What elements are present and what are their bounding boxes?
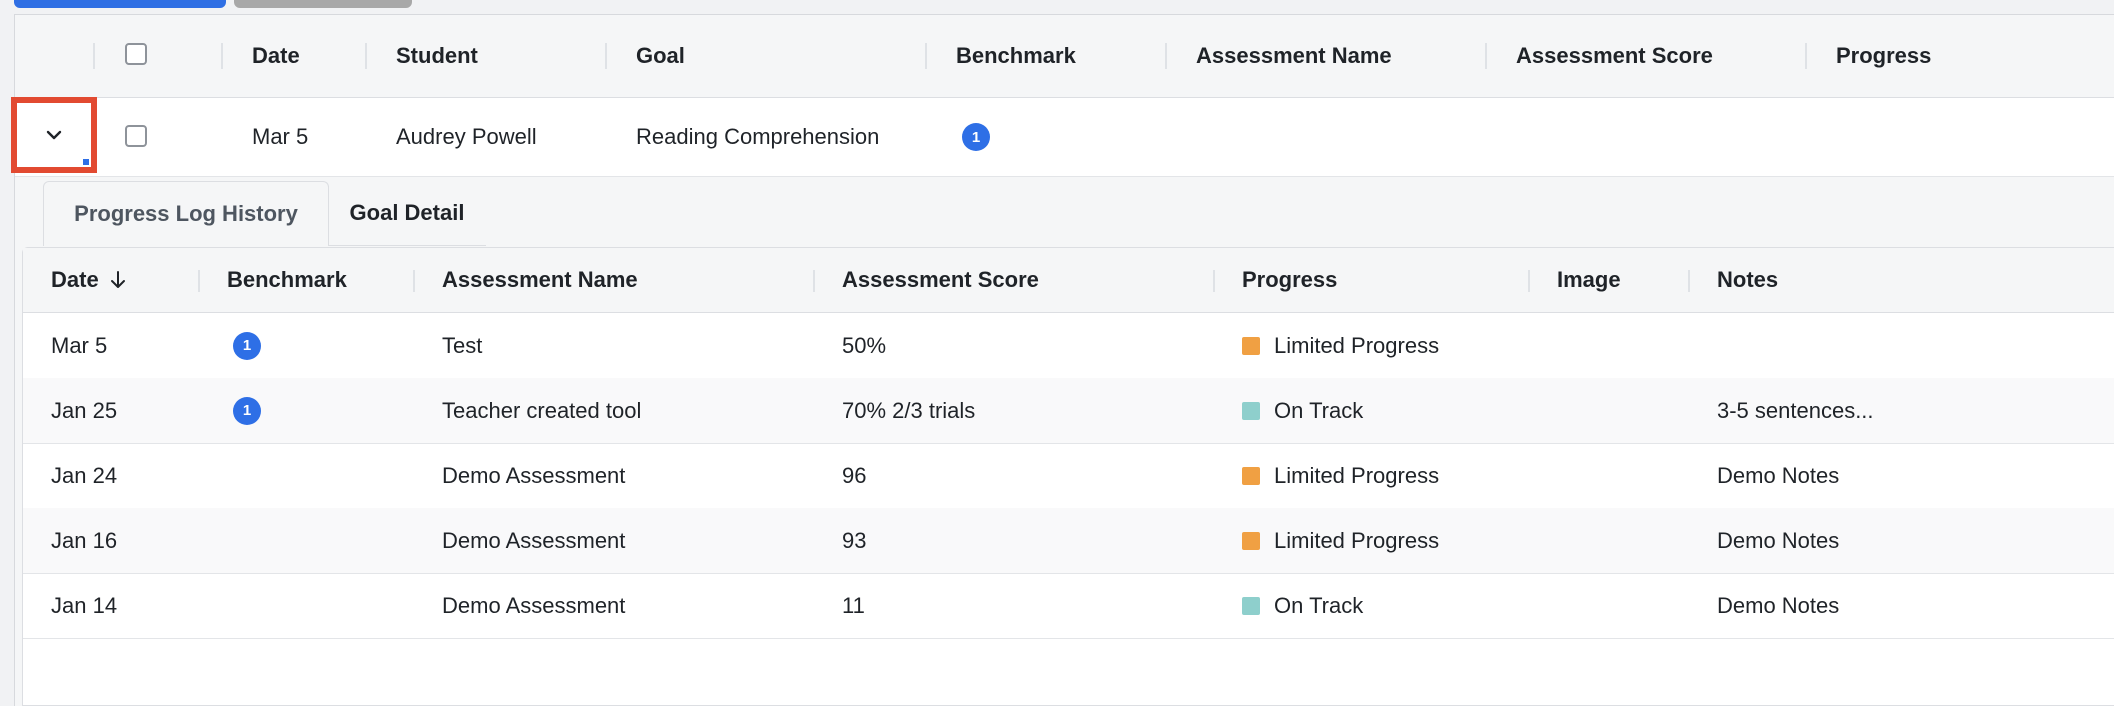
log-assessment-name: Teacher created tool [442, 397, 642, 423]
log-progress: Limited Progress [1242, 313, 1439, 378]
log-assessment-score: 50% [842, 332, 887, 358]
benchmark-badge: 1 [962, 123, 990, 151]
expand-row-button[interactable] [11, 97, 97, 173]
limited-progress-swatch [1242, 336, 1260, 355]
log-date: Jan 16 [51, 527, 118, 553]
column-divider [1688, 270, 1690, 292]
benchmark-badge: 1 [233, 396, 261, 425]
progress-label: On Track [1274, 592, 1364, 618]
column-divider [93, 43, 95, 69]
benchmark-badge: 1 [233, 331, 261, 360]
header-assessment-name[interactable]: Assessment Name [1196, 43, 1392, 68]
goals-table-panel: Date Student Goal Benchmark Assessment N… [11, 14, 2114, 706]
column-divider [413, 270, 415, 292]
header-log-date-label: Date [51, 267, 99, 292]
progress-label: Limited Progress [1274, 462, 1440, 488]
log-assessment-score: 96 [842, 462, 867, 488]
table-header: Date Student Goal Benchmark Assessment N… [15, 15, 2114, 98]
log-progress: On Track [1242, 378, 1363, 443]
header-goal[interactable]: Goal [636, 43, 685, 68]
log-assessment-name: Demo Assessment [442, 592, 626, 618]
row-select-checkbox[interactable] [125, 125, 147, 147]
column-divider [1485, 43, 1487, 69]
log-progress: Limited Progress [1242, 443, 1439, 508]
column-divider [365, 43, 367, 69]
table-row[interactable]: Mar 5 Audrey Powell Reading Comprehensio… [15, 98, 2114, 177]
log-date: Mar 5 [51, 332, 108, 358]
header-log-progress[interactable]: Progress [1242, 267, 1338, 292]
log-notes: Demo Notes [1717, 527, 1840, 553]
select-all-checkbox[interactable] [125, 43, 147, 65]
column-divider [605, 43, 607, 69]
log-notes: Demo Notes [1717, 462, 1840, 488]
column-divider [925, 43, 927, 69]
limited-progress-swatch [1242, 466, 1260, 485]
progress-label: On Track [1274, 397, 1364, 423]
progress-log-row[interactable]: Jan 24 Demo Assessment 96 Limited Progre… [23, 443, 2114, 509]
header-assessment-score[interactable]: Assessment Score [1516, 43, 1713, 68]
log-assessment-score: 93 [842, 527, 867, 553]
primary-action-button[interactable] [14, 0, 226, 8]
log-date: Jan 14 [51, 592, 118, 618]
on-track-swatch [1242, 401, 1260, 420]
header-log-date[interactable]: Date [51, 248, 127, 312]
row-goal: Reading Comprehension [636, 124, 880, 149]
log-progress: Limited Progress [1242, 508, 1439, 573]
column-divider [1213, 270, 1215, 292]
log-assessment-name: Demo Assessment [442, 462, 626, 488]
arrow-down-icon [110, 271, 125, 288]
chevron-down-icon [46, 130, 62, 140]
header-benchmark[interactable]: Benchmark [956, 43, 1076, 68]
log-notes[interactable]: 3-5 sentences... [1717, 397, 1874, 423]
header-progress[interactable]: Progress [1836, 43, 1932, 68]
tab-progress-log-history[interactable]: Progress Log History [43, 181, 329, 246]
log-progress: On Track [1242, 573, 1363, 638]
progress-log-row[interactable]: Jan 25 1 Teacher created tool 70% 2/3 tr… [23, 378, 2114, 444]
column-divider [198, 270, 200, 292]
header-date[interactable]: Date [252, 43, 300, 68]
header-student[interactable]: Student [396, 43, 478, 68]
limited-progress-swatch [1242, 531, 1260, 550]
log-date: Jan 25 [51, 397, 118, 423]
progress-log-header: Date Benchmark Assessment Name Assessmen… [23, 248, 2114, 313]
log-benchmark: 1 [233, 313, 261, 378]
on-track-swatch [1242, 596, 1260, 615]
header-log-assessment-score[interactable]: Assessment Score [842, 267, 1039, 292]
progress-log-table: Date Benchmark Assessment Name Assessmen… [22, 247, 2114, 706]
log-benchmark: 1 [233, 378, 261, 443]
row-benchmark: 1 [962, 98, 990, 176]
header-log-notes[interactable]: Notes [1717, 267, 1779, 292]
log-assessment-name: Demo Assessment [442, 527, 626, 553]
log-assessment-name: Test [442, 332, 483, 358]
log-assessment-score: 70% 2/3 trials [842, 397, 976, 423]
header-log-assessment-name[interactable]: Assessment Name [442, 267, 638, 292]
progress-log-row[interactable]: Jan 14 Demo Assessment 11 On Track Demo … [23, 573, 2114, 639]
progress-log-row[interactable]: Jan 16 Demo Assessment 93 Limited Progre… [23, 508, 2114, 574]
log-notes: Demo Notes [1717, 592, 1840, 618]
progress-label: Limited Progress [1274, 332, 1440, 358]
secondary-action-button[interactable] [234, 0, 412, 8]
column-divider [1805, 43, 1807, 69]
row-date: Mar 5 [252, 124, 309, 149]
column-divider [1165, 43, 1167, 69]
progress-label: Limited Progress [1274, 527, 1440, 553]
row-student: Audrey Powell [396, 124, 537, 149]
focus-indicator [83, 159, 89, 165]
log-date: Jan 24 [51, 462, 118, 488]
column-divider [813, 270, 815, 292]
log-assessment-score: 11 [842, 592, 865, 618]
column-divider [221, 43, 223, 69]
header-log-benchmark[interactable]: Benchmark [227, 267, 347, 292]
header-log-image[interactable]: Image [1557, 267, 1621, 292]
tab-goal-detail[interactable]: Goal Detail [328, 181, 486, 246]
column-divider [1528, 270, 1530, 292]
progress-log-row[interactable]: Mar 5 1 Test 50% Limited Progress [23, 313, 2114, 379]
